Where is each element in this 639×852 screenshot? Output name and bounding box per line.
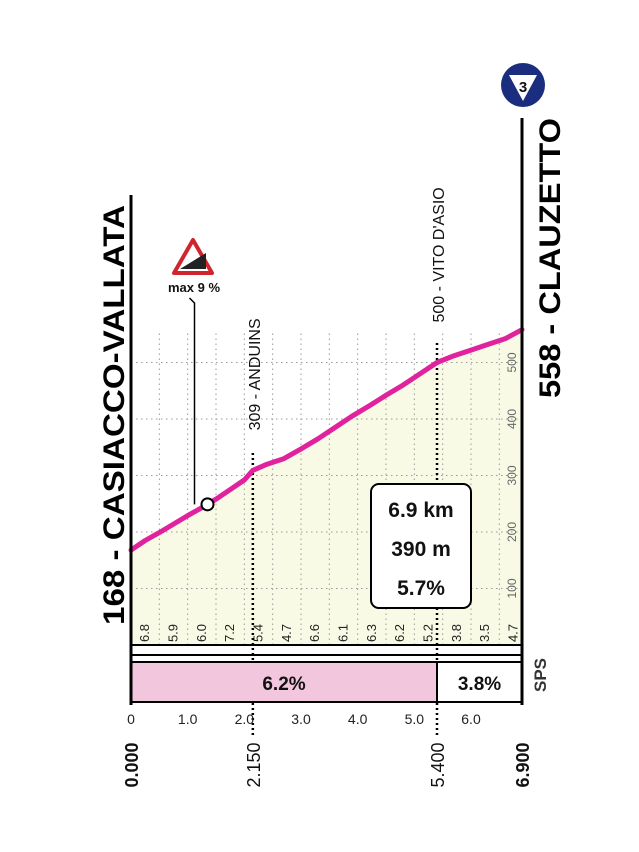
max-gradient-label: max 9 % (168, 280, 220, 295)
elevation-profile-line (128, 327, 525, 553)
y-tick-label: 200 (505, 522, 519, 542)
finish-label: 558 - CLAUZETTO (534, 118, 567, 398)
x-axis: 0 1.0 2.0 3.0 4.0 5.0 6.0 0.000 2.150 5.400 6.900 (122, 711, 533, 788)
category-triangle-icon (509, 75, 537, 101)
section-gradient-bar: 6.2% 3.8% (130, 654, 523, 703)
segment-gradient-label: 3.8 (449, 624, 464, 642)
waypoint-label: 309 - ANDUINS (247, 318, 264, 430)
max-gradient-leader (188, 297, 196, 505)
start-finish-markers: 168 - CASIACCO-VALLATA 558 - CLAUZETTO 3 (98, 63, 567, 705)
x-tick-label: 5.0 (405, 711, 425, 727)
elevation-line (128, 327, 525, 553)
summary-gain: 390 m (391, 538, 451, 561)
segment-gradient-label: 6.0 (194, 624, 209, 642)
climb-category-number: 3 (519, 79, 527, 96)
segment-gradient-label: 6.8 (137, 624, 152, 642)
segment-gradient-label: 6.3 (364, 624, 379, 642)
summary-avg-gradient: 5.7% (397, 577, 445, 600)
x-tick-label: 1.0 (178, 711, 198, 727)
max-gradient-point (200, 497, 215, 512)
section-gradient-label: 6.2% (262, 674, 305, 695)
segment-gradient-label: 3.5 (477, 624, 492, 642)
segment-gradient-label: 6.6 (307, 624, 322, 642)
x-tick-label: 3.0 (291, 711, 311, 727)
segment-gradient-label: 6.2 (392, 624, 407, 642)
segment-gradient-label: 5.2 (421, 624, 436, 642)
y-axis-ticks: 100 200 300 400 500 (505, 352, 519, 598)
segment-gradient-label: 4.7 (506, 624, 521, 642)
x-tick-label: 6.0 (461, 711, 481, 727)
km-marker-label: 5.400 (428, 742, 448, 787)
summary-distance: 6.9 km (388, 499, 453, 522)
annotations: max 9 % 6.9 km 390 m 5.7% SPS (168, 238, 550, 692)
section-bar (436, 661, 523, 703)
start-label: 168 - CASIACCO-VALLATA (98, 205, 131, 625)
segment-gradient-label: 7.2 (222, 624, 237, 642)
y-tick-label: 400 (505, 409, 519, 429)
x-tick-label: 2.0 (235, 711, 255, 727)
segment-gradients: 6.8 5.9 6.0 7.2 5.4 4.7 6.6 6.1 6.3 6.2 5.2 3.8 3.5 4… (137, 624, 520, 642)
slope-glyph-icon (180, 253, 206, 269)
sps-label: SPS (531, 658, 550, 692)
km-marker-label: 6.900 (513, 742, 533, 787)
summary-box (370, 483, 472, 609)
y-tick-label: 100 (505, 578, 519, 598)
y-tick-label: 500 (505, 352, 519, 372)
y-tick-label: 300 (505, 465, 519, 485)
km-marker-label: 0.000 (122, 742, 142, 787)
km-marker-label: 2.150 (244, 742, 264, 787)
segment-gradient-label: 6.1 (336, 624, 351, 642)
x-tick-label: 4.0 (348, 711, 368, 727)
segment-gradient-label: 5.4 (251, 624, 266, 642)
section-gradient-label: 3.8% (458, 674, 501, 695)
x-tick-label: 0 (127, 711, 135, 727)
segment-gradient-label: 4.7 (279, 624, 294, 642)
waypoint-label: 500 - VITO D'ASIO (431, 187, 448, 322)
segment-gradient-label: 5.9 (166, 624, 181, 642)
